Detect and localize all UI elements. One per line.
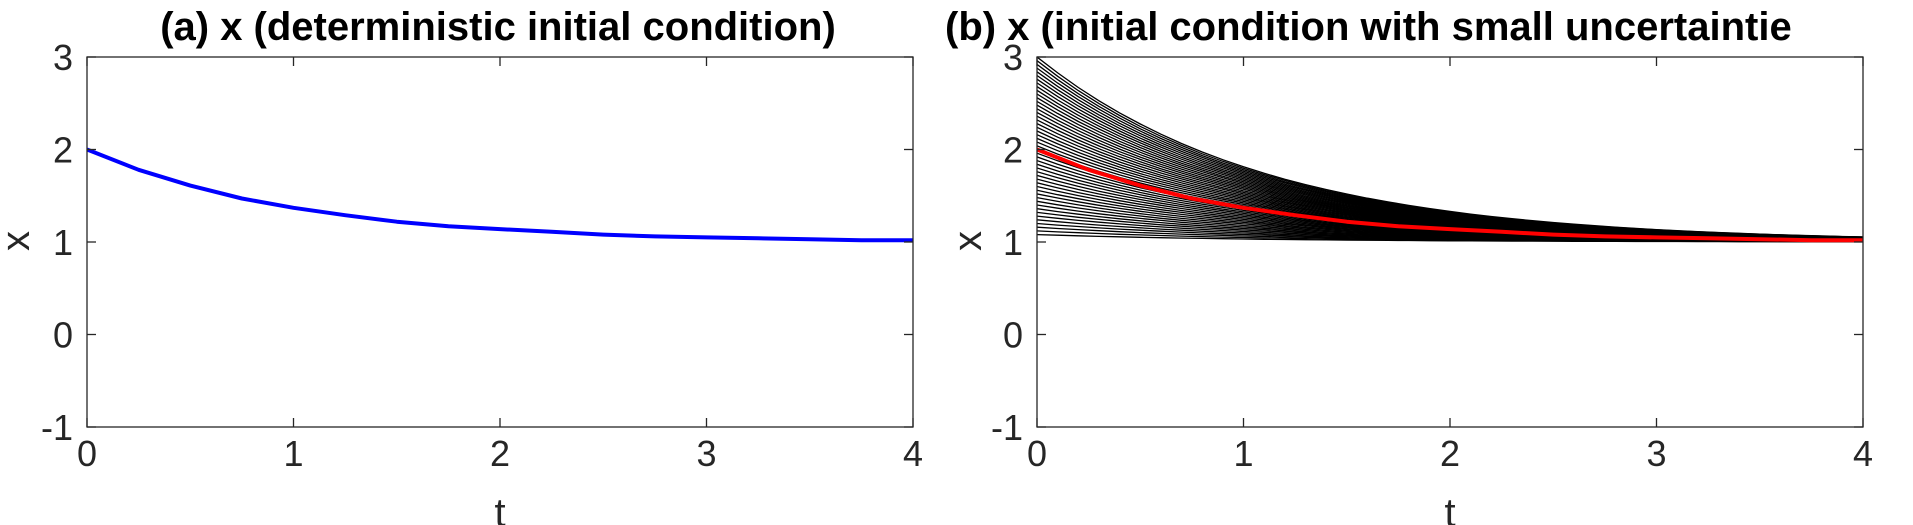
panel-b-series-line bbox=[1037, 147, 1863, 243]
panel-b-xtick-label: 1 bbox=[1233, 433, 1253, 474]
panel-b-xlabel: t bbox=[1444, 491, 1455, 525]
panel-a-ytick-label: 1 bbox=[53, 222, 73, 263]
panel-b-plot-area bbox=[1037, 57, 1863, 243]
panel-b-ytick-label: 1 bbox=[1003, 222, 1023, 263]
panel-b-ytick-label: -1 bbox=[991, 407, 1023, 448]
panel-a-ytick-label: 0 bbox=[53, 315, 73, 356]
panel-a-title: (a) x (deterministic initial condition) bbox=[160, 5, 836, 49]
panel-b-ensemble-line bbox=[1037, 233, 1863, 243]
panel-a-xtick-label: 1 bbox=[283, 433, 303, 474]
panel-b-ytick-label: 2 bbox=[1003, 130, 1023, 171]
panel-a-ytick-label: 3 bbox=[53, 37, 73, 78]
panel-a-ytick-label: 2 bbox=[53, 130, 73, 171]
panel-b-xtick-label: 0 bbox=[1027, 433, 1047, 474]
panel-a-xtick-label: 4 bbox=[903, 433, 923, 474]
panel-b-ytick-label: 3 bbox=[1003, 37, 1023, 78]
panel-b-ytick-label: 0 bbox=[1003, 315, 1023, 356]
panel-a-plot-area bbox=[87, 147, 913, 243]
panel-b: (b) x (initial condition with small unce… bbox=[945, 5, 1873, 525]
panel-b-xtick-label: 2 bbox=[1440, 433, 1460, 474]
panel-a-ytick-label: -1 bbox=[41, 407, 73, 448]
panel-b-xtick-label: 3 bbox=[1646, 433, 1666, 474]
panel-b-xtick-label: 4 bbox=[1853, 433, 1873, 474]
panel-b-ylabel: x bbox=[946, 231, 990, 251]
panel-a-ylabel: x bbox=[0, 231, 38, 251]
panel-a-series-line bbox=[87, 147, 913, 243]
panel-a-xtick-label: 0 bbox=[77, 433, 97, 474]
panel-a: (a) x (deterministic initial condition) … bbox=[0, 5, 923, 525]
panel-b-title: (b) x (initial condition with small unce… bbox=[945, 5, 1792, 49]
panel-a-xlabel: t bbox=[494, 491, 505, 525]
panel-a-xtick-label: 2 bbox=[490, 433, 510, 474]
panel-a-axes-box bbox=[86, 56, 914, 428]
panel-a-xtick-label: 3 bbox=[696, 433, 716, 474]
